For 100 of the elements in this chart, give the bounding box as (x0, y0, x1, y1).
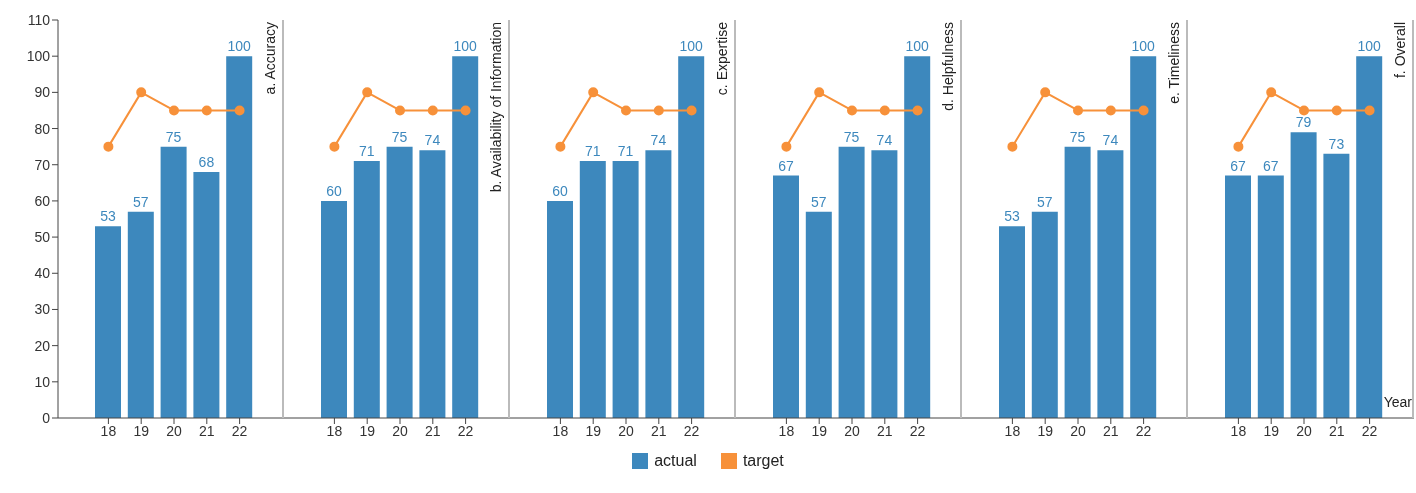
data-label: 71 (359, 143, 375, 160)
data-label: 74 (424, 132, 441, 149)
bar (95, 226, 121, 418)
y-tick-label: 100 (26, 48, 51, 65)
bar (773, 175, 799, 418)
data-label: 75 (165, 128, 182, 145)
y-tick-label: 60 (34, 192, 51, 209)
x-tick-label: 21 (877, 422, 893, 439)
x-tick-label: 22 (1135, 422, 1152, 439)
bar (1031, 211, 1058, 418)
data-label: 100 (1131, 38, 1156, 55)
text: b. Availability of Information (488, 22, 504, 193)
bar (1290, 132, 1317, 418)
data-label: 53 (1004, 208, 1020, 225)
point (234, 105, 245, 116)
data-label: 71 (585, 143, 601, 160)
point (103, 141, 114, 152)
data-label: 74 (876, 132, 893, 149)
bar (547, 200, 573, 418)
y-tick-label: 0 (42, 409, 51, 426)
x-tick-label: 22 (231, 422, 248, 439)
text: e. Timeliness (1166, 22, 1182, 104)
x-tick-label: 21 (1329, 422, 1345, 439)
x-tick-label: 20 (392, 422, 408, 439)
y-tick-label: 50 (34, 229, 51, 246)
data-label: 75 (843, 128, 860, 145)
x-tick-label: 21 (199, 422, 215, 439)
bar (1257, 175, 1284, 418)
data-label: 79 (1295, 114, 1312, 131)
legend-label: target (742, 452, 784, 470)
point (136, 87, 147, 98)
data-label: 100 (453, 38, 478, 55)
y-tick-label: 110 (27, 11, 51, 28)
x-tick-label: 19 (1037, 422, 1054, 439)
x-tick-label: 19 (133, 422, 150, 439)
data-label: 57 (811, 193, 827, 210)
data-label: 68 (198, 153, 215, 170)
x-tick-label: 20 (1070, 422, 1086, 439)
data-label: 60 (326, 182, 342, 199)
data-label: 100 (905, 38, 930, 55)
bar (838, 146, 865, 418)
x-tick-label: 21 (425, 422, 441, 439)
data-label: 67 (1263, 157, 1279, 174)
data-label: 74 (650, 132, 667, 149)
data-label: 100 (227, 38, 252, 55)
y-tick-label: 80 (34, 120, 51, 137)
bar (226, 56, 253, 418)
x-tick-label: 19 (359, 422, 376, 439)
x-tick-label: 22 (457, 422, 474, 439)
data-label: 57 (1037, 193, 1053, 210)
y-tick-label: 20 (34, 337, 51, 354)
y-tick-label: 10 (34, 373, 51, 390)
text: a. Accuracy (262, 22, 278, 95)
x-tick-label: 19 (585, 422, 602, 439)
bar (871, 150, 898, 418)
bar (999, 226, 1025, 418)
bar (1356, 56, 1383, 418)
bar (805, 211, 832, 418)
bar (452, 56, 479, 418)
bar (1323, 153, 1350, 418)
x-tick-label: 20 (618, 422, 634, 439)
text: f. Overall (1392, 22, 1408, 79)
bar (193, 171, 220, 418)
x-tick-label: 18 (1004, 422, 1021, 439)
x-tick-label: 22 (1361, 422, 1378, 439)
x-tick-label: 20 (1296, 422, 1312, 439)
data-label: 71 (617, 143, 634, 160)
point (201, 105, 212, 116)
data-label: 57 (133, 193, 149, 210)
x-tick-label: 18 (1230, 422, 1247, 439)
x-axis-title: Year (1383, 394, 1412, 410)
x-tick-label: 18 (778, 422, 795, 439)
bar (321, 200, 347, 418)
x-tick-label: 20 (844, 422, 860, 439)
x-tick-label: 20 (166, 422, 182, 439)
data-label: 74 (1102, 132, 1119, 149)
data-label: 75 (1069, 128, 1086, 145)
data-label: 100 (1357, 38, 1382, 55)
bar (579, 161, 606, 418)
x-tick-label: 19 (811, 422, 828, 439)
x-tick-label: 18 (326, 422, 343, 439)
bar (386, 146, 413, 418)
data-label: 53 (100, 208, 116, 225)
x-tick-label: 18 (100, 422, 117, 439)
bar (353, 161, 380, 418)
text: d. Helpfulness (940, 22, 956, 111)
x-tick-label: 18 (552, 422, 569, 439)
bar (904, 56, 931, 418)
data-label: 100 (679, 38, 704, 55)
bar (612, 161, 639, 418)
text: c. Expertise (714, 22, 730, 96)
y-tick-label: 90 (34, 84, 51, 101)
y-tick-label: 70 (34, 156, 51, 173)
bar (1097, 150, 1124, 418)
x-tick-label: 22 (683, 422, 700, 439)
y-tick-label: 40 (34, 265, 51, 282)
y-tick-label: 30 (34, 301, 51, 318)
data-label: 67 (778, 157, 794, 174)
data-label: 60 (552, 182, 568, 199)
point (169, 105, 179, 116)
